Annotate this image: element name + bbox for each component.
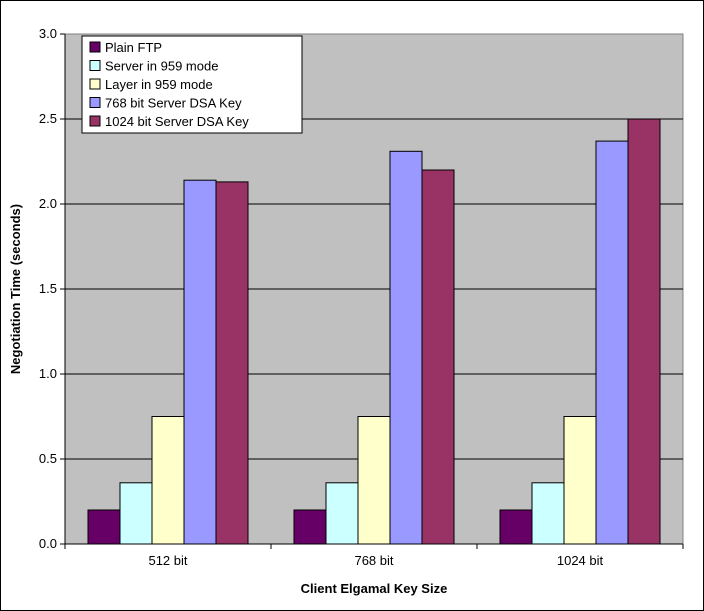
bar [563,416,597,545]
legend-swatch [89,60,101,71]
bar [183,179,217,545]
legend-entry: 1024 bit Server DSA Key [105,114,249,129]
bar [531,482,565,545]
bar [627,118,661,545]
y-tick-label: 1.5 [39,281,57,296]
legend-swatch [89,41,101,53]
legend: Plain FTP Server in 959 mode Layer in 959 … [81,35,303,134]
legend-entry: Plain FTP [105,40,162,55]
axes-group [60,33,684,549]
bar [215,181,249,545]
bar [293,509,327,545]
y-tick-labels: 0.0 0.5 1.0 1.5 2.0 2.5 3.0 [39,26,57,551]
bar [87,509,121,545]
legend-box [81,35,303,134]
legend-swatch [89,97,101,108]
y-tick-label: 0.5 [39,451,57,466]
y-tick-label: 2.0 [39,196,57,211]
x-axis-title: Client Elgamal Key Size [301,581,448,596]
y-tick-label: 1.0 [39,366,57,381]
bar [357,416,391,545]
legend-swatch [89,78,101,90]
legend-entry: 768 bit Server DSA Key [105,96,242,111]
y-tick-label: 3.0 [39,26,57,41]
bar [389,150,423,545]
legend-swatch [89,115,101,127]
legend-entry: Server in 959 mode [105,59,218,74]
x-tick-label: 1024 bit [557,553,604,568]
bar [499,509,533,545]
bar [151,416,185,545]
legend-entry: Layer in 959 mode [105,77,213,92]
bars-group [87,118,661,545]
x-tick-label: 512 bit [148,553,187,568]
x-tick-label: 768 bit [354,553,393,568]
x-tick-labels: 512 bit 768 bit 1024 bit [148,553,603,568]
y-tick-label: 0.0 [39,536,57,551]
y-tick-label: 2.5 [39,111,57,126]
bar [325,482,359,545]
bar [595,140,629,545]
y-axis-title: Negotiation Time (seconds) [8,204,23,374]
bar [119,482,153,545]
bar [421,169,455,545]
